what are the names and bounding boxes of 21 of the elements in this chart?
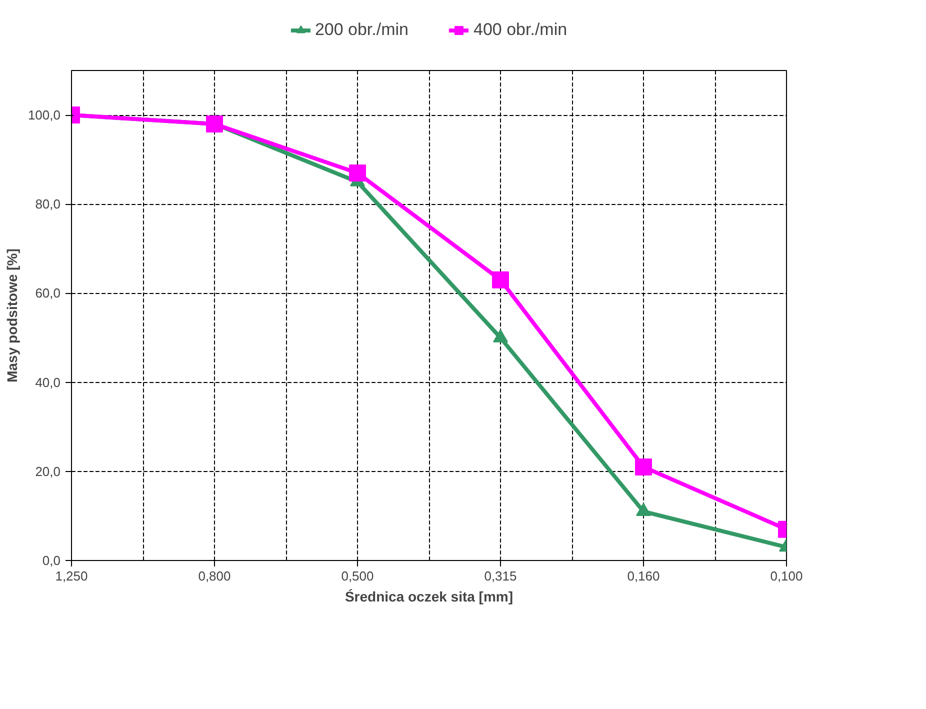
point (635, 458, 652, 476)
point (493, 329, 508, 342)
x-tick-label: 0,100 (770, 568, 803, 584)
y-tick-label: 100,0 (28, 108, 61, 123)
point (492, 271, 509, 288)
y-tick-label: 20,0 (35, 464, 61, 479)
x-axis-title: Średnica oczek sita [mm] (344, 588, 514, 604)
point (349, 164, 366, 182)
legend-label: 200 obr./min (314, 20, 408, 40)
x-tick-label: 0,160 (627, 568, 660, 584)
x-tick-label: 1,250 (55, 568, 88, 584)
x-tick-label: 0,315 (484, 568, 517, 584)
x-tick-label: 0,800 (198, 568, 231, 584)
y-tick-label: 60,0 (35, 286, 61, 301)
y-tick-label: 40,0 (35, 374, 61, 390)
legend-label: 400 obr./min (474, 20, 568, 40)
x-tick-label: 0,500 (341, 568, 374, 584)
point (636, 502, 651, 516)
y-tick-label: 0,0 (42, 553, 61, 568)
y-axis-title: Masy podsitowe [%] (4, 248, 20, 382)
y-tick-label: 80,0 (35, 196, 61, 212)
